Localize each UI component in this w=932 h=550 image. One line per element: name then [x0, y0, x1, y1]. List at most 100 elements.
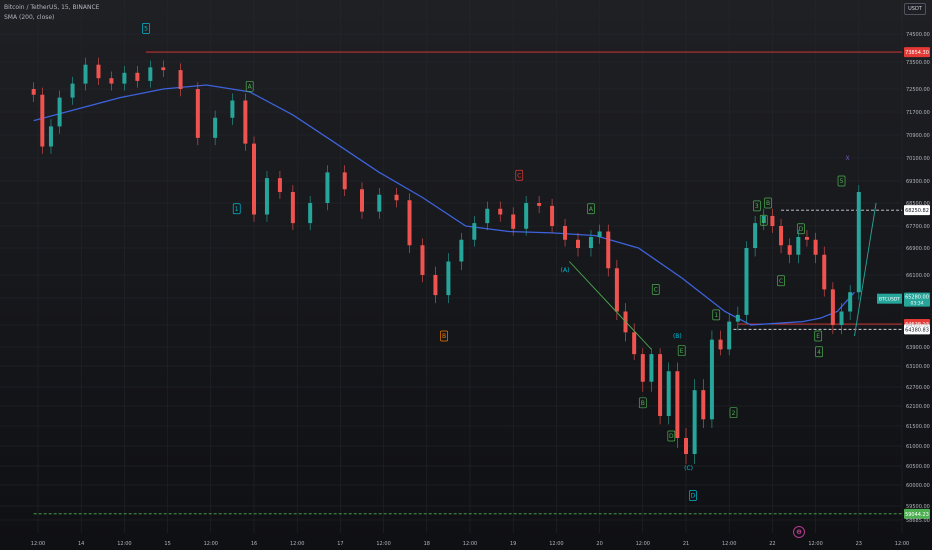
price-tick-label: 74500.00 — [906, 32, 930, 38]
axis-layer: 74500.00 73500.00 72500.00 71700.00 70900.00… — [31, 32, 930, 547]
time-tick-label: 12:00 — [204, 541, 218, 547]
wave-label: D — [691, 493, 696, 500]
price-tick-label: 66100.00 — [906, 273, 930, 279]
wave-label: E — [680, 348, 684, 355]
time-tick-label: 22 — [769, 541, 775, 547]
indicator-legend[interactable]: SMA (200, close) — [4, 14, 55, 21]
time-tick-label: 20 — [596, 541, 602, 547]
price-tick-label: 70100.00 — [906, 156, 930, 162]
price-series-layer — [31, 57, 861, 464]
candle-body — [148, 67, 153, 81]
time-tick-label: 15 — [164, 541, 170, 547]
trend-lines-layer — [569, 202, 877, 350]
candle-body — [761, 215, 766, 224]
wave-label: (C) — [684, 465, 693, 472]
price-level-tag — [904, 47, 930, 58]
wave-label: B — [442, 333, 446, 340]
candle-body — [161, 67, 166, 71]
wave-label: A — [589, 206, 594, 213]
wave-label: B — [766, 200, 770, 207]
candle-body — [822, 254, 827, 290]
candle-body — [472, 223, 477, 240]
candle-body — [550, 205, 555, 226]
candle-body — [614, 268, 619, 312]
candle-body — [576, 239, 580, 248]
candle-body — [796, 237, 801, 255]
wave-label: A — [762, 217, 767, 224]
candle-body — [744, 248, 749, 315]
wave-label: 1 — [714, 312, 718, 319]
candle-body — [109, 78, 114, 84]
candle-body — [675, 371, 680, 438]
price-tick-label: 60500.00 — [906, 464, 930, 470]
symbol-legend[interactable]: Bitcoin / TetherUS, 15, BINANCE — [4, 4, 100, 11]
grid-layer — [0, 0, 903, 533]
candle-body — [40, 94, 45, 147]
wave-label: 3 — [755, 203, 759, 210]
tradingview-logo-icon: Ɵ — [793, 526, 805, 538]
currency-button[interactable]: USDT — [904, 3, 926, 15]
time-tick-label: 19 — [510, 541, 516, 547]
candle-body — [213, 117, 218, 138]
price-tick-label: 61000.00 — [906, 444, 930, 450]
candle-body — [377, 194, 382, 212]
wave-label: D — [669, 433, 674, 440]
candle-body — [658, 354, 663, 416]
wave-label-box — [651, 284, 660, 295]
candle-body — [830, 289, 835, 325]
candle-body — [83, 64, 88, 84]
candle-body — [243, 100, 248, 144]
wave-label: (B) — [673, 333, 682, 340]
candle-body — [264, 178, 269, 215]
wave-label: C — [654, 287, 658, 294]
price-tick-label: 60000.00 — [906, 483, 930, 489]
wave-label-box — [759, 214, 768, 226]
candle-body — [230, 100, 235, 118]
candle-body — [394, 194, 399, 201]
candle-body — [727, 321, 732, 350]
wave-label-box — [245, 80, 254, 92]
wave-label: X — [846, 155, 850, 162]
time-tick-label: 12:00 — [636, 541, 650, 547]
time-tick-label: 16 — [251, 541, 257, 547]
wave-label-box — [667, 430, 676, 442]
price-tick-label: 58685.00 — [906, 518, 930, 524]
wave-label-box — [814, 330, 823, 342]
candle-body — [31, 89, 36, 95]
time-tick-label: 12:00 — [549, 541, 563, 547]
wave-label-box — [515, 169, 524, 181]
sma-200-line — [33, 84, 855, 326]
candle-body — [433, 275, 438, 296]
candle-body — [856, 192, 861, 293]
candle-body — [597, 231, 602, 237]
candle-body — [407, 200, 412, 246]
wave-label-box — [764, 197, 772, 209]
wave-label-box — [677, 345, 686, 356]
candle-body — [360, 189, 364, 212]
candle-body — [813, 239, 818, 255]
wave-label-box — [440, 330, 448, 342]
candle-body — [787, 245, 792, 255]
wave-label: (A) — [561, 267, 570, 274]
countdown-label: 03:34 — [911, 301, 924, 307]
candle-body — [135, 72, 140, 81]
price-tick-label: 73500.00 — [906, 60, 930, 66]
price-tick-label: 68500.00 — [906, 201, 930, 207]
candle-body — [649, 354, 654, 382]
price-tick-label: 63900.00 — [906, 345, 930, 351]
wave-label-box — [142, 23, 150, 34]
wave-label: 4 — [817, 349, 821, 356]
time-tick-label: 12:00 — [808, 541, 822, 547]
price-level-tag — [904, 205, 930, 216]
candle-body — [459, 239, 464, 262]
time-tick-label: 23 — [856, 541, 862, 547]
wave-label: C — [517, 172, 521, 179]
candle-body — [446, 261, 451, 296]
candle-body — [511, 214, 516, 229]
candle-body — [848, 292, 853, 312]
wave-label-box — [638, 397, 647, 409]
